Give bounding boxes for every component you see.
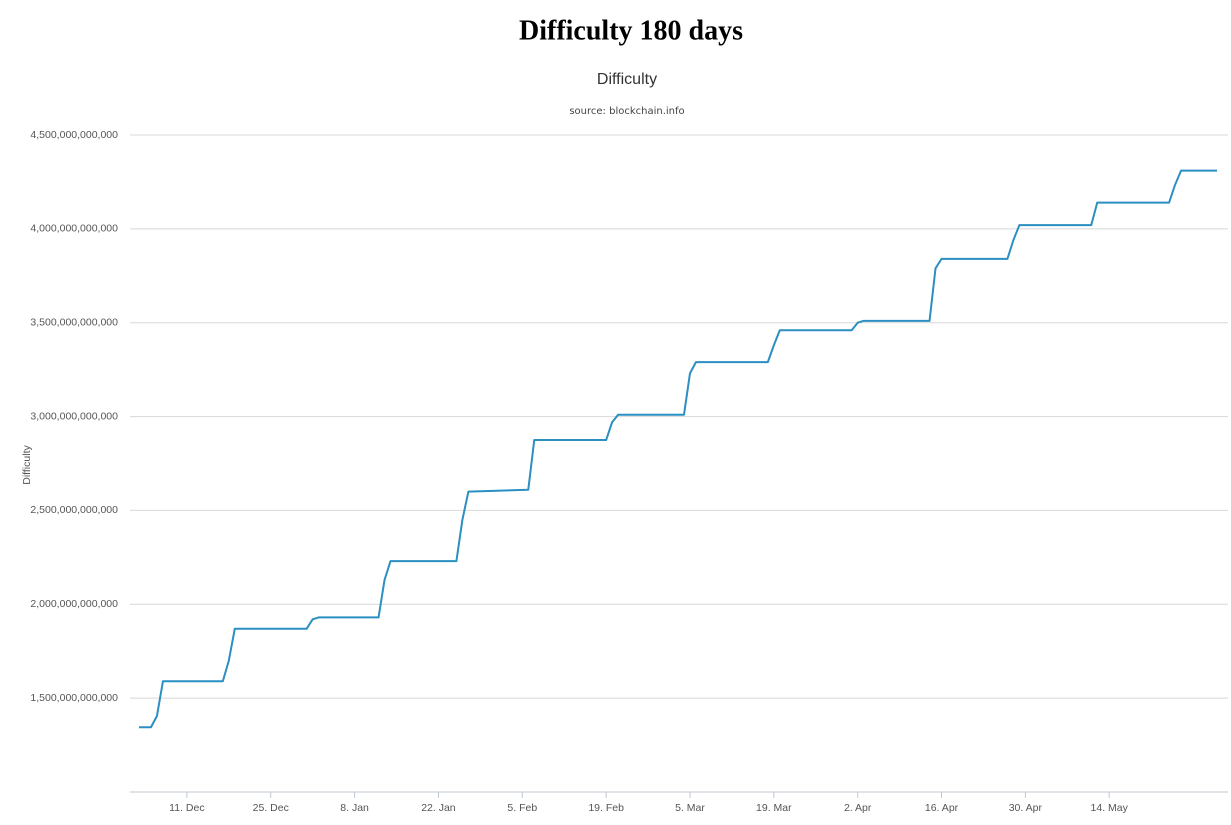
chart-subtitle: Difficulty	[597, 71, 657, 88]
x-tick-label: 2. Apr	[844, 802, 872, 814]
chart-title: Difficulty 180 days	[519, 15, 743, 46]
y-axis-label: Difficulty	[21, 445, 33, 485]
x-tick-label: 16. Apr	[925, 802, 959, 814]
y-tick-label: 3,500,000,000,000	[30, 316, 118, 328]
chart-source: source: blockchain.info	[569, 106, 684, 117]
x-tick-label: 19. Mar	[756, 802, 792, 814]
x-tick-label: 22. Jan	[421, 802, 456, 814]
x-tick-label: 30. Apr	[1009, 802, 1043, 814]
x-tick-label: 19. Feb	[588, 802, 624, 814]
x-tick-label: 5. Feb	[507, 802, 537, 814]
y-tick-label: 2,000,000,000,000	[30, 598, 118, 610]
y-tick-label: 4,500,000,000,000	[30, 129, 118, 141]
y-tick-label: 2,500,000,000,000	[30, 504, 118, 516]
x-tick-label: 5. Mar	[675, 802, 705, 814]
y-tick-label: 1,500,000,000,000	[30, 692, 118, 704]
x-tick-label: 25. Dec	[253, 802, 289, 814]
y-tick-label: 4,000,000,000,000	[30, 223, 118, 235]
data-line	[138, 169, 1218, 729]
x-tick-label: 8. Jan	[340, 802, 369, 814]
x-tick-label: 11. Dec	[169, 802, 204, 814]
y-tick-label: 3,000,000,000,000	[30, 410, 118, 422]
x-tick-label: 14. May	[1091, 802, 1129, 814]
